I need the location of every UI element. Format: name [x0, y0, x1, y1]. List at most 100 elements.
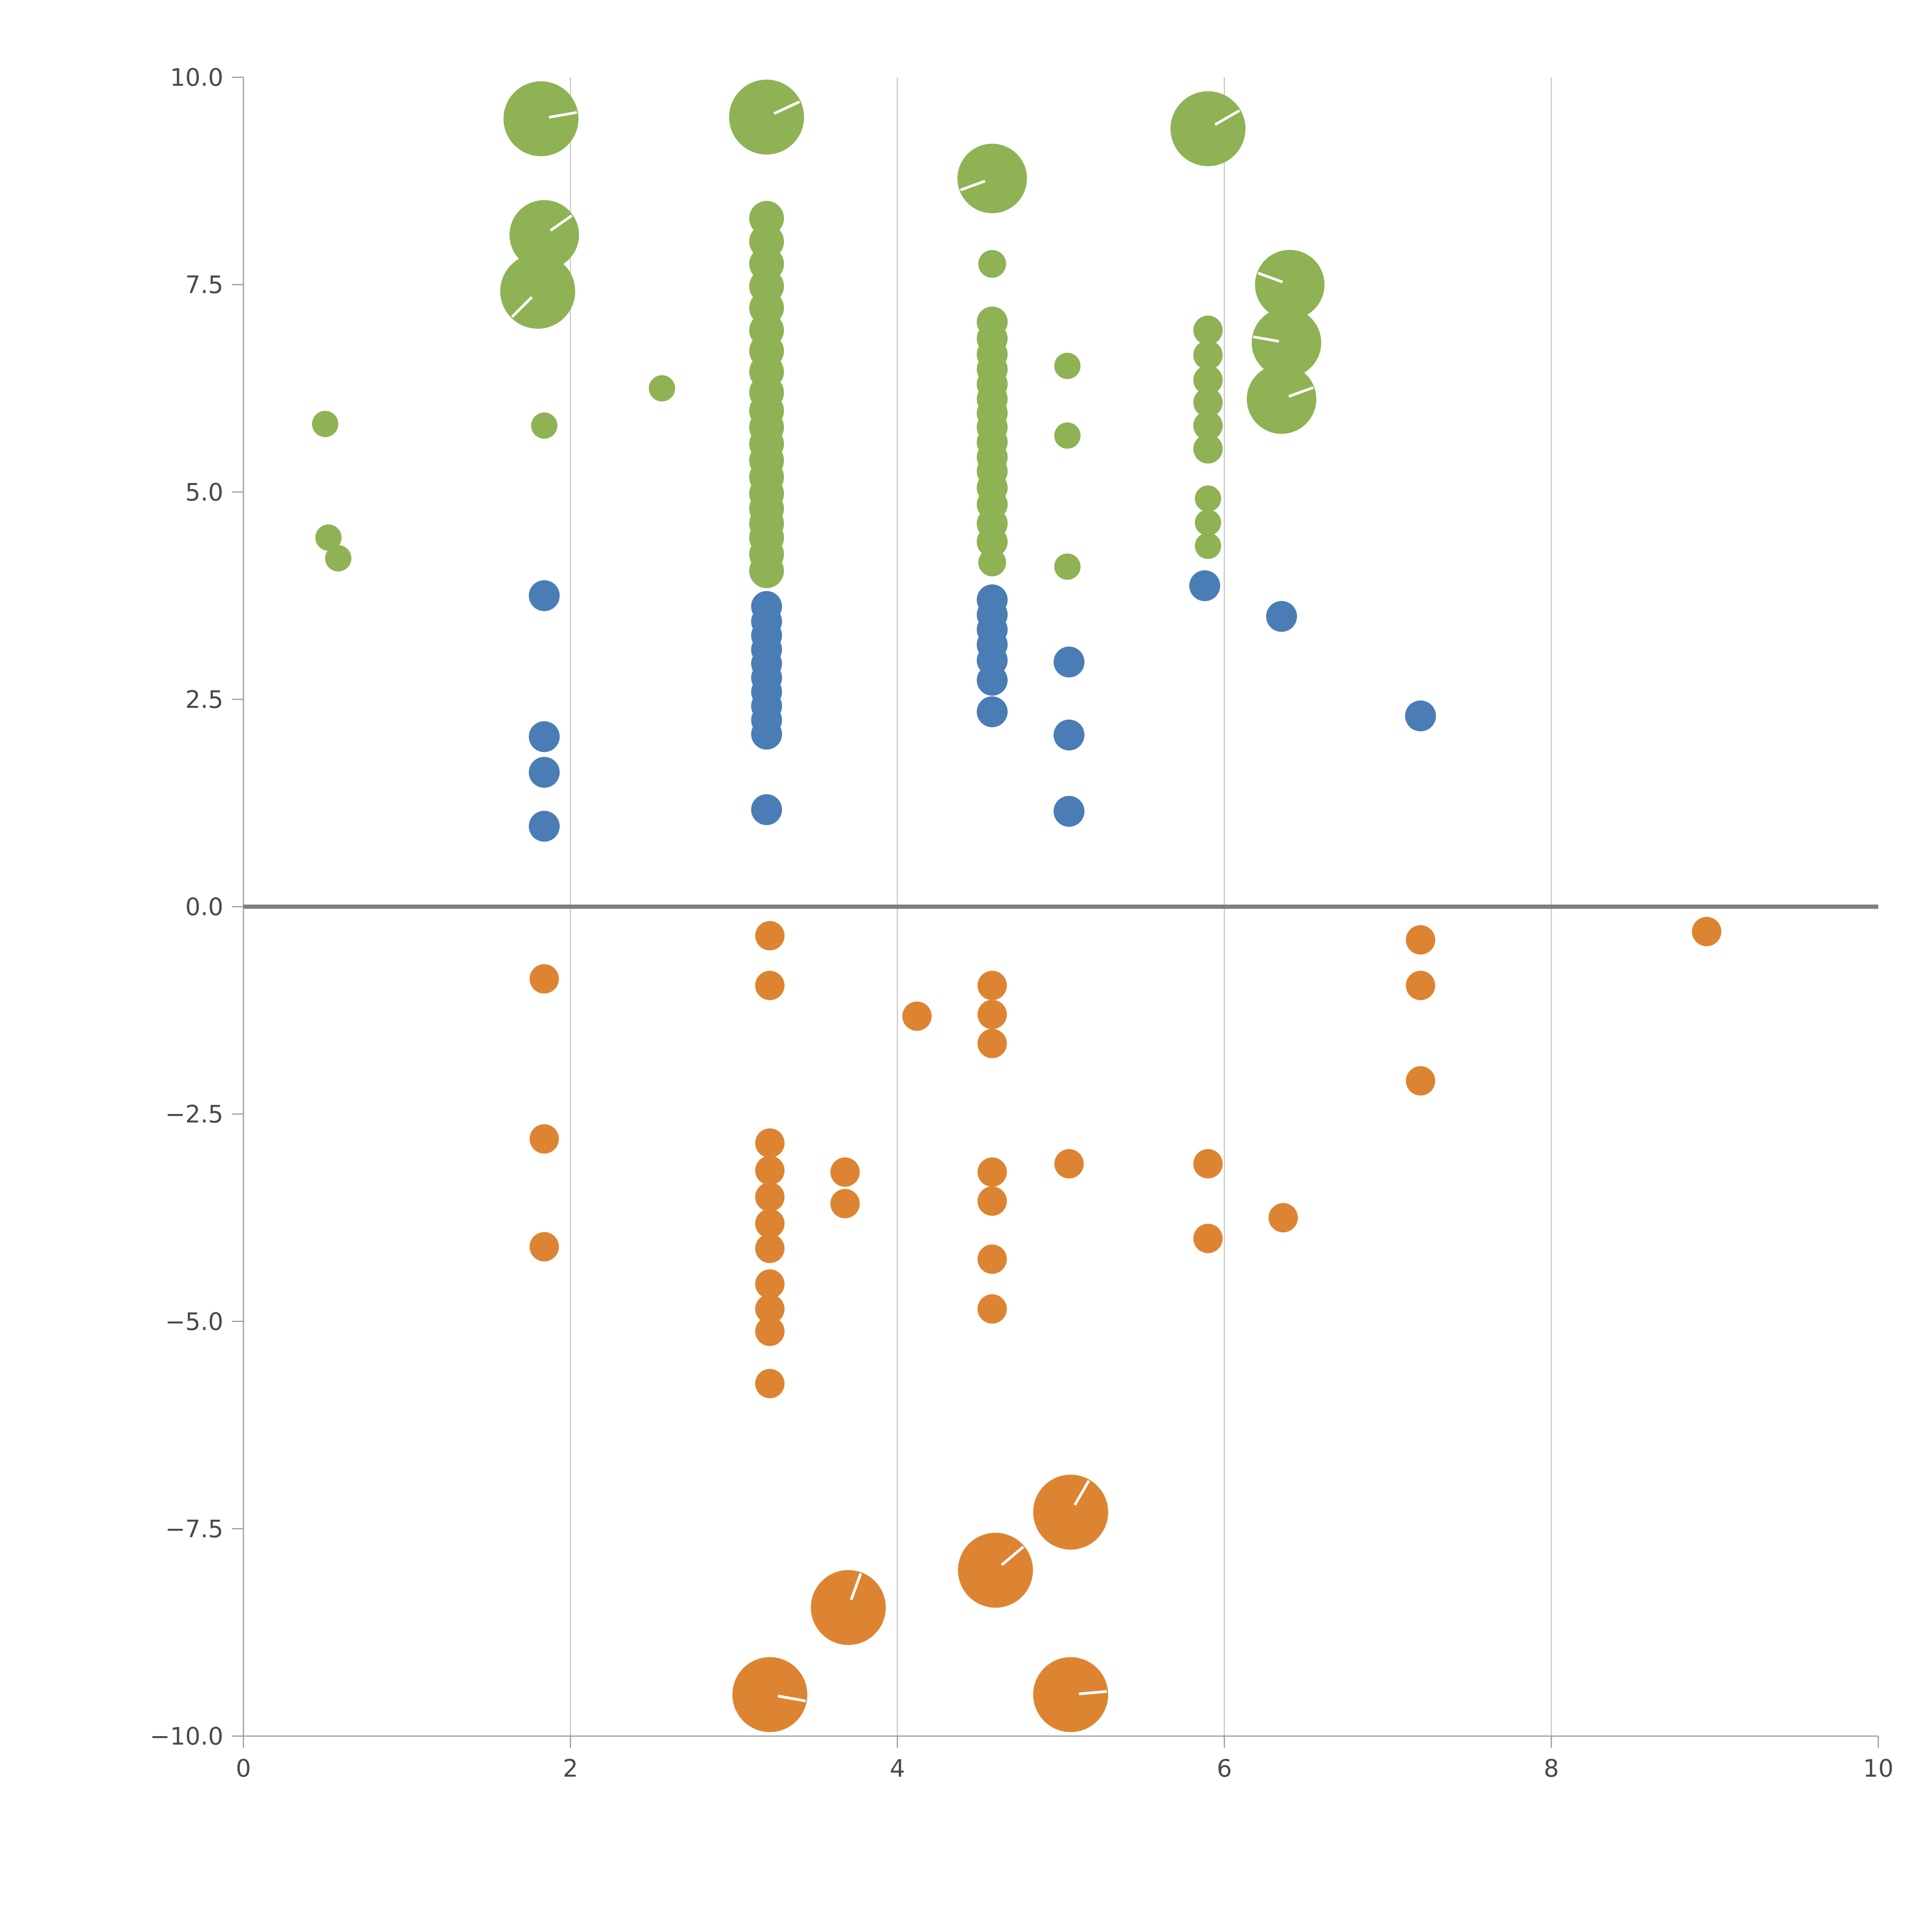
blue-point: [1053, 796, 1085, 827]
orange-point: [755, 1156, 785, 1185]
orange-point: [977, 971, 1007, 1000]
orange-point: [1268, 1203, 1298, 1233]
green-point: [1193, 315, 1223, 345]
orange-point: [830, 1157, 860, 1187]
x-tick-label: 0: [236, 1754, 251, 1782]
orange-point: [1193, 1224, 1223, 1253]
green-point: [312, 411, 338, 437]
orange-point: [1033, 1657, 1108, 1732]
blue-point: [529, 721, 560, 752]
orange-point: [1406, 971, 1435, 1000]
orange-point: [755, 1182, 785, 1212]
green-point-notch: [773, 100, 800, 115]
orange-point: [977, 1294, 1007, 1324]
green-point: [976, 526, 1008, 558]
x-tick-label: 10: [1863, 1754, 1894, 1782]
orange-point: [755, 1294, 785, 1324]
y-tick-label: 0.0: [185, 893, 223, 921]
orange-point: [755, 1316, 785, 1346]
blue-point: [1189, 570, 1220, 601]
orange-point: [529, 1232, 559, 1262]
orange-point-notch: [1078, 1690, 1107, 1696]
blue-point: [1053, 646, 1085, 678]
green-point-notch: [1257, 272, 1283, 284]
orange-point: [529, 1124, 559, 1154]
y-tick-label: −5.0: [165, 1308, 223, 1336]
blue-point: [976, 665, 1008, 696]
green-point-notch: [549, 111, 577, 119]
y-tick-label: 7.5: [185, 271, 223, 299]
orange-point: [830, 1189, 860, 1218]
orange-point: [755, 1269, 785, 1299]
blue-point: [529, 757, 560, 788]
orange-point: [755, 1209, 785, 1238]
orange-point-notch: [850, 1573, 862, 1600]
green-point: [315, 524, 342, 551]
orange-point: [977, 1186, 1007, 1216]
green-point: [1247, 364, 1316, 434]
y-tick-label: −7.5: [165, 1515, 223, 1543]
orange-point: [755, 921, 785, 951]
orange-point: [1193, 1149, 1223, 1179]
orange-point: [755, 1369, 785, 1398]
x-tick-label: 2: [563, 1754, 578, 1782]
orange-point: [755, 971, 785, 1000]
green-point: [1193, 411, 1223, 440]
orange-point: [977, 1244, 1007, 1274]
green-point-notch: [511, 296, 533, 318]
green-point: [978, 548, 1006, 577]
y-tick-label: 10.0: [170, 63, 223, 92]
green-point: [1255, 250, 1325, 320]
orange-point: [732, 1657, 808, 1732]
green-point-notch: [960, 180, 986, 192]
x-tick-label: 8: [1544, 1754, 1559, 1782]
y-tick-label: −2.5: [165, 1100, 223, 1128]
green-point: [1170, 91, 1246, 167]
orange-point: [1406, 1066, 1435, 1096]
green-point: [978, 250, 1006, 278]
orange-point: [1033, 1475, 1108, 1550]
green-point: [1193, 388, 1223, 417]
orange-point: [977, 1000, 1007, 1029]
orange-point: [1406, 925, 1435, 955]
green-point: [1193, 365, 1223, 395]
blue-point: [751, 794, 782, 825]
green-point: [957, 143, 1027, 213]
green-point: [500, 253, 575, 329]
green-point: [1195, 532, 1221, 559]
blue-point: [751, 719, 782, 750]
orange-point: [958, 1532, 1033, 1608]
green-point: [1195, 485, 1221, 512]
green-point: [1195, 509, 1221, 536]
green-point-notch: [549, 214, 573, 232]
orange-point-notch: [777, 1694, 806, 1702]
orange-point: [1692, 917, 1721, 946]
green-point-notch: [1214, 109, 1240, 126]
green-point: [1054, 352, 1081, 379]
orange-point: [977, 1029, 1007, 1058]
green-point: [729, 80, 804, 155]
y-tick-label: −10.0: [150, 1722, 223, 1750]
orange-point: [902, 1001, 932, 1031]
y-tick-label: 2.5: [185, 685, 223, 714]
green-point: [1193, 340, 1223, 370]
green-point: [509, 200, 579, 270]
blue-point: [1053, 719, 1085, 751]
green-point-notch: [1253, 335, 1279, 343]
orange-point: [1054, 1149, 1084, 1179]
blue-point: [976, 696, 1008, 728]
orange-point: [811, 1570, 886, 1645]
blue-point: [529, 811, 560, 842]
orange-point-notch: [1001, 1546, 1024, 1566]
green-point-notch: [1288, 386, 1314, 398]
x-tick-label: 6: [1217, 1754, 1232, 1782]
green-point: [325, 545, 352, 571]
green-point: [749, 553, 784, 588]
orange-point: [755, 1128, 785, 1158]
green-point: [649, 375, 675, 401]
orange-point-notch: [1073, 1480, 1090, 1506]
x-tick-label: 4: [890, 1754, 905, 1782]
green-point: [503, 81, 579, 156]
